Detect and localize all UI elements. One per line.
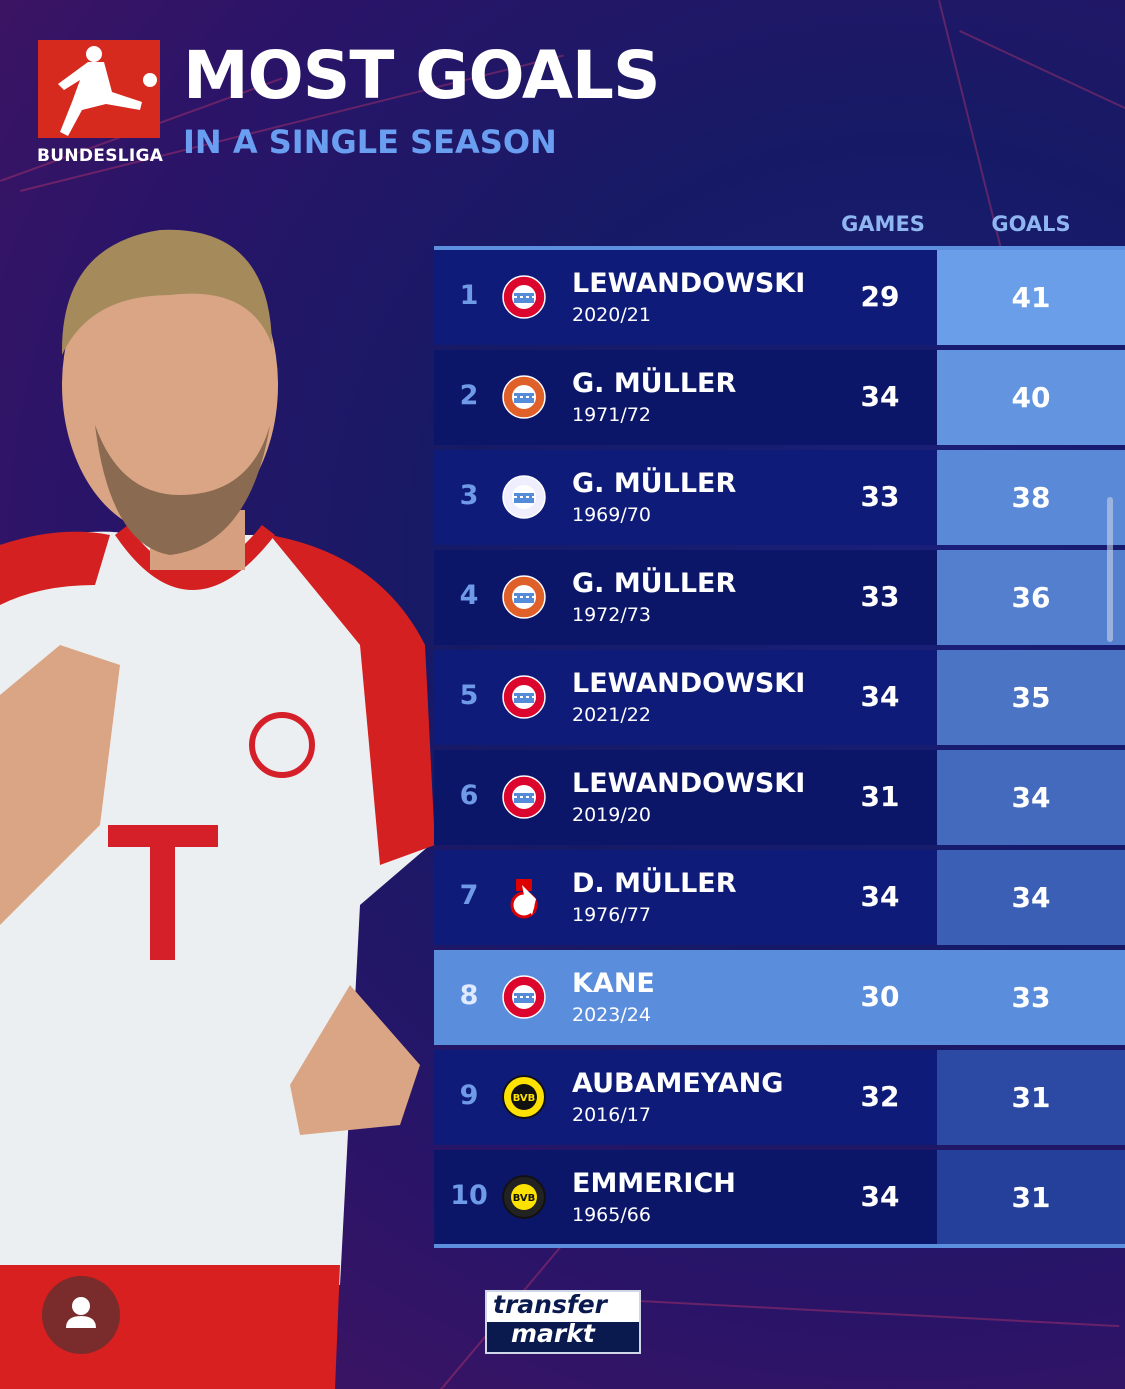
bayern-crest-icon xyxy=(502,975,546,1019)
player-name: EMMERICH xyxy=(572,1168,736,1199)
table-top-border xyxy=(434,246,1125,250)
season: 1972/73 xyxy=(572,604,651,626)
rank: 6 xyxy=(459,780,479,811)
rank: 5 xyxy=(459,680,479,711)
player-photo xyxy=(0,229,435,1389)
season: 2016/17 xyxy=(572,1104,651,1126)
dortmund-crest-icon: BVB xyxy=(502,1075,546,1119)
bundesliga-logo-text: BUNDESLIGA xyxy=(37,146,164,166)
logo-line1: transfer xyxy=(493,1290,607,1319)
table-row: 7 D. MÜLLER 1976/77 34 34 xyxy=(434,850,1125,945)
games-count: 33 xyxy=(860,480,900,513)
rank: 9 xyxy=(459,1080,479,1111)
player-name: LEWANDOWSKI xyxy=(572,668,806,699)
games-count: 34 xyxy=(860,380,900,413)
rank: 3 xyxy=(459,480,479,511)
decor-line xyxy=(959,30,1125,117)
table-row: 1 LEWANDOWSKI 2020/21 29 41 xyxy=(434,250,1125,345)
games-count: 33 xyxy=(860,580,900,613)
user-icon xyxy=(66,1297,96,1328)
table-row: 4 G. MÜLLER 1972/73 33 36 xyxy=(434,550,1125,645)
rank: 2 xyxy=(459,380,479,411)
decor-line xyxy=(639,1300,1120,1328)
table-row: 5 LEWANDOWSKI 2021/22 34 35 xyxy=(434,650,1125,745)
bayern-crest-icon xyxy=(502,675,546,719)
table-row: 6 LEWANDOWSKI 2019/20 31 34 xyxy=(434,750,1125,845)
profile-button[interactable] xyxy=(42,1276,120,1354)
player-name: LEWANDOWSKI xyxy=(572,268,806,299)
column-header-goals: GOALS xyxy=(991,212,1071,236)
season: 1976/77 xyxy=(572,904,651,926)
rank: 10 xyxy=(450,1180,488,1211)
column-header-games: GAMES xyxy=(841,212,925,236)
season: 2021/22 xyxy=(572,704,651,726)
games-count: 34 xyxy=(860,880,900,913)
games-count: 29 xyxy=(860,280,900,313)
goals-count: 34 xyxy=(937,750,1125,845)
bundesliga-logo xyxy=(38,40,160,138)
logo-band xyxy=(487,1322,639,1352)
player-name: AUBAMEYANG xyxy=(572,1068,784,1099)
goals-count: 40 xyxy=(937,350,1125,445)
bayern-crest-icon xyxy=(502,775,546,819)
player-name: LEWANDOWSKI xyxy=(572,768,806,799)
rank: 8 xyxy=(459,980,479,1011)
rank: 1 xyxy=(459,280,479,311)
goals-count: 31 xyxy=(937,1150,1125,1245)
season: 2023/24 xyxy=(572,1004,651,1026)
bayern-crest-icon xyxy=(502,575,546,619)
scrollbar[interactable] xyxy=(1107,497,1113,642)
season: 2020/21 xyxy=(572,304,651,326)
table-row: 2 G. MÜLLER 1971/72 34 40 xyxy=(434,350,1125,445)
table-row: 10 BVB EMMERICH 1965/66 34 31 xyxy=(434,1150,1125,1245)
player-name: KANE xyxy=(572,968,655,999)
games-count: 31 xyxy=(860,780,900,813)
table-row: 9 BVB AUBAMEYANG 2016/17 32 31 xyxy=(434,1050,1125,1145)
page-subtitle: IN A SINGLE SEASON xyxy=(183,123,557,161)
page-title: MOST GOALS xyxy=(183,37,660,114)
season: 1969/70 xyxy=(572,504,651,526)
table-row: 8 KANE 2023/24 30 33 xyxy=(434,950,1125,1045)
player-name: D. MÜLLER xyxy=(572,868,737,899)
season: 1965/66 xyxy=(572,1204,651,1226)
season: 1971/72 xyxy=(572,404,651,426)
koeln-crest-icon xyxy=(510,879,538,919)
table-bottom-border xyxy=(434,1244,1125,1248)
logo-line2: markt xyxy=(511,1319,595,1348)
goals-count: 31 xyxy=(937,1050,1125,1145)
svg-text:BVB: BVB xyxy=(513,1093,536,1104)
bayern-crest-icon xyxy=(502,275,546,319)
rank: 4 xyxy=(459,580,479,611)
transfermarkt-logo: transfer markt xyxy=(485,1290,641,1354)
bayern-crest-icon xyxy=(502,375,546,419)
goals-count: 41 xyxy=(937,250,1125,345)
games-count: 34 xyxy=(860,680,900,713)
rank: 7 xyxy=(459,880,479,911)
dortmund-crest-icon: BVB xyxy=(502,1175,546,1219)
games-count: 34 xyxy=(860,1180,900,1213)
player-name: G. MÜLLER xyxy=(572,468,737,499)
player-name: G. MÜLLER xyxy=(572,368,737,399)
svg-text:BVB: BVB xyxy=(513,1193,536,1204)
kicker-silhouette-icon xyxy=(58,46,157,136)
goals-count: 38 xyxy=(937,450,1125,545)
goals-count: 33 xyxy=(937,950,1125,1045)
player-name: G. MÜLLER xyxy=(572,568,737,599)
goals-count: 34 xyxy=(937,850,1125,945)
goals-count: 36 xyxy=(937,550,1125,645)
bayern-crest-icon xyxy=(502,475,546,519)
table-row: 3 G. MÜLLER 1969/70 33 38 xyxy=(434,450,1125,545)
goals-count: 35 xyxy=(937,650,1125,745)
games-count: 32 xyxy=(860,1080,900,1113)
season: 2019/20 xyxy=(572,804,651,826)
games-count: 30 xyxy=(860,980,900,1013)
